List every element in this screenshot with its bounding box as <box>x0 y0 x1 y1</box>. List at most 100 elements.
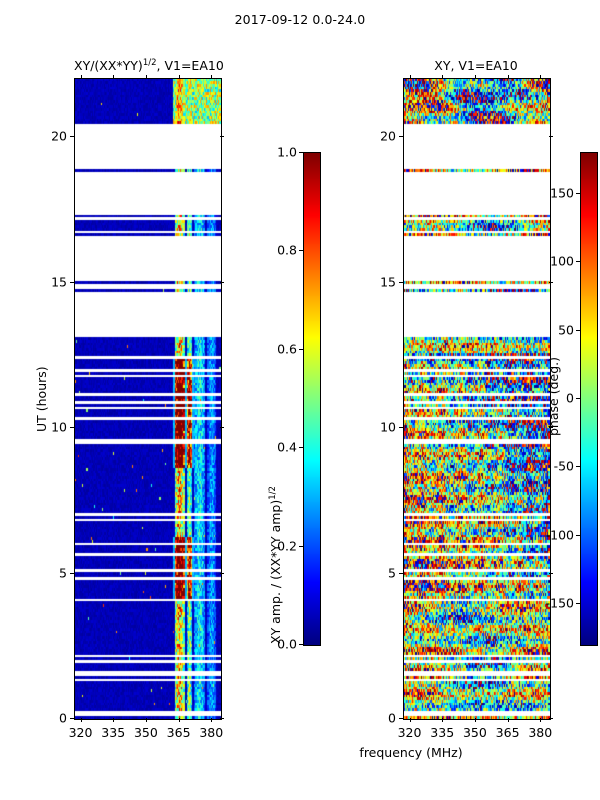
right-heatmap-axes[interactable] <box>403 78 551 720</box>
phase-colorbar-tick-6 <box>576 193 580 194</box>
y-tick-right-0 <box>399 718 403 719</box>
amplitude-colorbar-ticklabel-1: 0.2 <box>277 538 297 554</box>
phase-colorbar-tick-2 <box>576 466 580 468</box>
y-ticklabel-right-3: 15 <box>380 274 396 290</box>
y-tick-right-left-0 <box>220 718 224 719</box>
x-ticklabel-right-2: 350 <box>462 725 487 740</box>
x-tick-top-right-4 <box>540 75 542 79</box>
x-ticklabel-left-1: 335 <box>101 725 126 740</box>
amplitude-colorbar-label-exponent: 1/2 <box>268 486 278 500</box>
y-tick-left-3 <box>70 281 74 283</box>
x-tick-left-2 <box>145 718 147 722</box>
y-tick-right-left-3 <box>220 281 224 283</box>
x-tick-top-left-1 <box>113 75 115 79</box>
x-axis-label: frequency (MHz) <box>359 745 463 760</box>
y-tick-right-right-4 <box>549 136 553 138</box>
x-ticklabel-left-3: 365 <box>166 725 191 740</box>
amplitude-colorbar-label-main: XY amp. / (XX*YY amp) <box>268 499 284 644</box>
phase-colorbar-tick-5 <box>576 261 580 263</box>
x-tick-left-1 <box>113 718 115 722</box>
phase-colorbar-tick-1 <box>576 534 580 536</box>
amplitude-colorbar-gradient <box>304 153 320 645</box>
x-ticklabel-left-2: 350 <box>133 725 158 740</box>
amplitude-colorbar-ticklabel-2: 0.4 <box>277 439 297 455</box>
amplitude-colorbar-tick-0 <box>299 644 303 645</box>
y-tick-left-2 <box>70 427 74 429</box>
x-tick-right-2 <box>474 718 476 722</box>
x-tick-top-left-4 <box>211 75 213 79</box>
amplitude-colorbar-tick-3 <box>299 348 303 350</box>
x-tick-top-left-3 <box>178 75 180 79</box>
y-tick-right-3 <box>399 281 403 283</box>
left-title-tail: , V1=EA10 <box>156 58 224 74</box>
x-tick-right-1 <box>442 718 444 722</box>
amplitude-colorbar-label: XY amp. / (XX*YY amp)1/2 <box>268 486 283 644</box>
y-ticklabel-left-2: 10 <box>51 419 67 435</box>
phase-colorbar-ticklabel-2: -50 <box>553 458 574 474</box>
x-tick-left-3 <box>178 718 180 722</box>
right-heatmap-image <box>404 79 550 719</box>
y-ticklabel-left-1: 5 <box>59 565 67 581</box>
left-heatmap-image <box>75 79 221 719</box>
y-ticklabel-right-0: 0 <box>388 710 396 726</box>
y-ticklabel-left-3: 15 <box>51 274 67 290</box>
y-ticklabel-left-0: 0 <box>59 710 67 726</box>
phase-colorbar-ticklabel-1: -100 <box>545 527 574 543</box>
y-tick-right-4 <box>399 136 403 138</box>
amplitude-colorbar[interactable] <box>303 152 321 646</box>
amplitude-colorbar-ticklabel-0: 0.0 <box>277 636 297 652</box>
x-ticklabel-right-3: 365 <box>495 725 520 740</box>
amplitude-colorbar-tick-4 <box>299 250 303 252</box>
amplitude-colorbar-ticklabel-5: 1.0 <box>277 144 297 160</box>
y-tick-left-0 <box>70 718 74 719</box>
x-ticklabel-left-0: 320 <box>68 725 93 740</box>
x-tick-right-0 <box>409 718 411 722</box>
x-ticklabel-right-4: 380 <box>528 725 553 740</box>
phase-colorbar-tick-3 <box>576 398 580 399</box>
amplitude-colorbar-ticklabel-4: 0.8 <box>277 242 297 258</box>
amplitude-colorbar-tick-5 <box>299 152 303 153</box>
x-tick-top-left-0 <box>80 75 82 79</box>
y-tick-right-right-2 <box>549 427 553 429</box>
left-heatmap-axes[interactable] <box>74 78 222 720</box>
phase-colorbar-ticklabel-4: 50 <box>558 322 574 338</box>
y-tick-right-left-2 <box>220 427 224 429</box>
amplitude-colorbar-ticklabel-3: 0.6 <box>277 341 297 357</box>
phase-colorbar-tick-0 <box>576 603 580 604</box>
x-tick-left-0 <box>80 718 82 722</box>
x-tick-right-3 <box>507 718 509 722</box>
phase-colorbar-ticklabel-6: 150 <box>550 185 574 201</box>
y-tick-right-right-1 <box>549 572 553 574</box>
x-tick-top-right-1 <box>442 75 444 79</box>
x-tick-left-4 <box>211 718 213 722</box>
amplitude-colorbar-tick-2 <box>299 447 303 449</box>
y-tick-right-left-4 <box>220 136 224 138</box>
x-tick-right-4 <box>540 718 542 722</box>
x-ticklabel-right-0: 320 <box>397 725 422 740</box>
y-tick-right-2 <box>399 427 403 429</box>
y-ticklabel-left-4: 20 <box>51 128 67 144</box>
y-tick-right-right-0 <box>549 718 553 719</box>
phase-colorbar-tick-4 <box>576 329 580 331</box>
phase-colorbar[interactable] <box>580 152 598 646</box>
right-panel-title: XY, V1=EA10 <box>434 58 518 73</box>
y-ticklabel-right-2: 10 <box>380 419 396 435</box>
phase-colorbar-ticklabel-0: -150 <box>545 595 574 611</box>
y-ticklabel-right-1: 5 <box>388 565 396 581</box>
phase-colorbar-ticklabel-3: 0 <box>566 390 574 406</box>
y-tick-right-1 <box>399 572 403 574</box>
phase-colorbar-gradient <box>581 153 597 645</box>
left-panel-title: XY/(XX*YY)1/2, V1=EA10 <box>74 58 224 74</box>
x-ticklabel-right-1: 335 <box>430 725 455 740</box>
left-title-exponent: 1/2 <box>142 58 157 68</box>
x-tick-top-right-3 <box>507 75 509 79</box>
left-title-main: XY/(XX*YY) <box>74 58 143 74</box>
x-ticklabel-left-4: 380 <box>199 725 224 740</box>
amplitude-colorbar-tick-1 <box>299 545 303 547</box>
y-tick-right-left-1 <box>220 572 224 574</box>
y-tick-left-4 <box>70 136 74 138</box>
phase-colorbar-ticklabel-5: 100 <box>550 253 574 269</box>
figure-suptitle: 2017-09-12 0.0-24.0 <box>234 12 366 27</box>
x-tick-top-right-0 <box>409 75 411 79</box>
